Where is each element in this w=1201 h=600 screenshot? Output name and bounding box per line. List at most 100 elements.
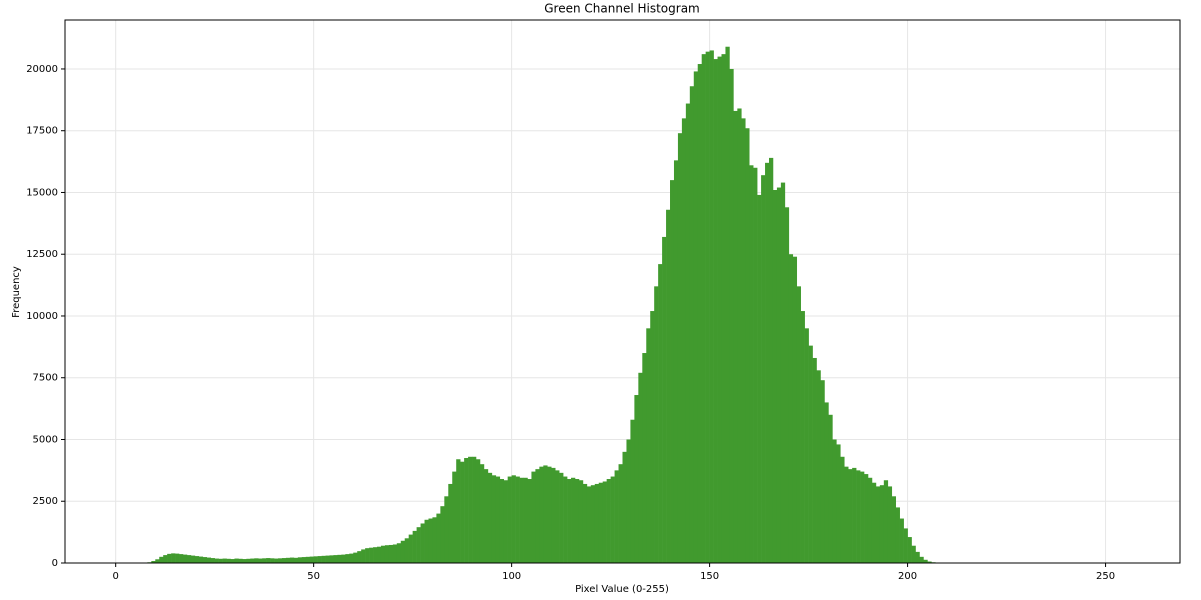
bar [753, 167, 758, 564]
bar [527, 479, 532, 563]
bar [202, 557, 208, 563]
bar [796, 286, 801, 563]
bar [602, 481, 607, 563]
bar [551, 467, 556, 563]
bar [349, 553, 354, 563]
bar [317, 556, 322, 563]
bar [408, 534, 413, 563]
y-tick-label: 5000 [33, 434, 58, 445]
bar [927, 561, 932, 563]
bar [828, 414, 833, 563]
bar [610, 476, 615, 563]
bar [709, 50, 714, 563]
bar [689, 86, 695, 563]
bar [440, 506, 445, 563]
y-axis-label: Frequency [11, 266, 22, 318]
bar [353, 552, 358, 563]
bar [460, 461, 465, 563]
bar [673, 160, 679, 563]
bar [377, 546, 382, 563]
bar [867, 477, 873, 563]
bar [776, 187, 782, 563]
bar [630, 419, 635, 563]
bar [373, 547, 378, 563]
bar [341, 554, 346, 563]
bar [757, 194, 762, 564]
bar [879, 485, 885, 563]
bar [555, 470, 560, 563]
bar [844, 466, 849, 563]
bar [721, 54, 726, 563]
bar [784, 207, 790, 564]
bar [242, 559, 247, 563]
bar [475, 459, 481, 563]
bar [206, 557, 212, 563]
bar [226, 558, 231, 563]
bar [424, 519, 429, 563]
bar [911, 545, 916, 563]
bar [511, 475, 516, 563]
bar [638, 372, 643, 563]
bar [670, 180, 675, 564]
bar [384, 545, 390, 563]
bar [380, 545, 386, 563]
bar [761, 175, 766, 563]
y-tick-label: 17500 [26, 126, 58, 137]
bar [717, 56, 722, 564]
bar [769, 157, 774, 563]
bar [479, 464, 485, 563]
x-tick-label: 0 [112, 571, 118, 582]
bar [903, 528, 908, 563]
bar [523, 477, 528, 563]
bar [198, 556, 204, 563]
bar [365, 548, 370, 563]
bar [582, 483, 588, 563]
bar [875, 486, 881, 563]
bar [258, 558, 263, 563]
bar [274, 558, 279, 563]
bar [400, 540, 406, 563]
bar [792, 256, 798, 563]
bar [626, 439, 631, 563]
bar [464, 458, 469, 563]
bar [618, 464, 623, 563]
bar [468, 456, 473, 563]
bar [179, 554, 184, 563]
bar [159, 556, 164, 563]
bar [404, 538, 409, 563]
bar [571, 477, 576, 563]
bar [420, 523, 425, 563]
bar [733, 110, 738, 563]
chart-title: Green Channel Histogram [544, 2, 699, 16]
bar [369, 547, 374, 563]
bar [693, 71, 699, 563]
bar [238, 558, 243, 563]
bar [452, 471, 457, 563]
bar [297, 557, 303, 563]
x-tick-label: 200 [898, 571, 917, 582]
bar [578, 480, 584, 563]
bar [907, 537, 912, 563]
bar [321, 555, 326, 563]
bar [531, 471, 536, 563]
bar [860, 471, 865, 563]
bar [705, 51, 710, 563]
bar [507, 476, 512, 563]
bar [895, 507, 900, 563]
bar [250, 558, 255, 563]
bar [333, 555, 338, 563]
bar [662, 236, 667, 563]
y-tick-label: 15000 [26, 187, 58, 198]
bar [396, 543, 402, 563]
bars [147, 46, 940, 564]
x-tick-label: 150 [700, 571, 719, 582]
bar [559, 472, 564, 563]
bar [155, 559, 160, 563]
bar [270, 558, 275, 563]
bar [535, 469, 540, 563]
bar [840, 456, 845, 563]
bar [436, 513, 441, 563]
bar [642, 353, 647, 563]
bar [574, 479, 580, 563]
